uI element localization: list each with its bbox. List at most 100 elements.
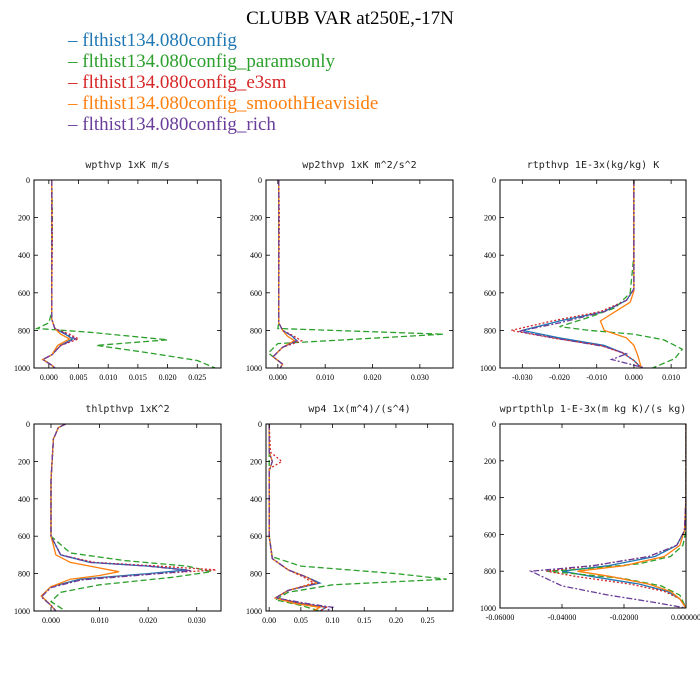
series-line (511, 180, 642, 368)
plot-frame (265, 423, 454, 612)
x-tick-label: 0.020 (159, 373, 177, 382)
series-line (272, 180, 298, 368)
panel: rtpthvp 1E-3x(kg/kg) K 0 200 400 600 800 1000 -… (480, 160, 687, 382)
series-line (546, 424, 686, 608)
series-line (41, 180, 71, 368)
y-tick-label: 800 (484, 567, 496, 576)
x-tick-label: 0.010 (316, 373, 334, 382)
y-tick-label: 600 (18, 289, 30, 298)
legend-entry: – flthist134.080config (68, 30, 378, 51)
series-line (40, 424, 192, 611)
legend-dash: – (68, 30, 83, 51)
panel: wpthvp 1xK m/s 0 200 400 600 800 1000 0.000 0.00… (14, 160, 222, 382)
x-tick-label: 0.20 (389, 616, 403, 625)
y-tick-label: 800 (484, 326, 496, 335)
series-line (528, 424, 686, 608)
panel-title: wprtpthlp 1-E-3x(m kg K)/(s kg) (500, 404, 687, 415)
x-tick-label: 0.030 (188, 616, 206, 625)
x-tick-label: 0.000 (269, 373, 287, 382)
series-line (268, 424, 447, 611)
x-tick-label: 0.000 (42, 616, 60, 625)
y-tick-label: 600 (250, 289, 262, 298)
legend-label: flthist134.080config (82, 30, 237, 51)
y-tick-label: 0 (492, 176, 496, 185)
x-tick-label: -0.010 (586, 373, 607, 382)
y-tick-label: 0 (492, 420, 496, 429)
y-tick-label: 200 (18, 214, 30, 223)
legend-dash: – (68, 51, 83, 72)
y-tick-label: 0 (258, 420, 262, 429)
y-tick-label: 400 (484, 494, 496, 503)
x-tick-label: 0.010 (91, 616, 109, 625)
series-line (34, 180, 216, 368)
series-line (268, 424, 335, 611)
legend-dash: – (68, 93, 83, 114)
y-tick-label: 800 (250, 326, 262, 335)
panel-title: wp4 1x(m^4)/(s^4) (308, 404, 410, 415)
plot-frame (33, 179, 222, 369)
series-line (599, 180, 643, 368)
y-tick-label: 600 (484, 530, 496, 539)
series-line (518, 180, 646, 368)
y-tick-label: 200 (250, 214, 262, 223)
y-tick-label: 200 (484, 214, 496, 223)
figure-title: CLUBB VAR at250E,-17N (246, 8, 454, 29)
series-line (40, 424, 217, 611)
panel: thlpthvp 1xK^2 0 200 400 600 800 1000 0.000 0.01… (14, 404, 222, 625)
y-tick-label: 800 (250, 570, 262, 579)
y-tick-label: 800 (18, 570, 30, 579)
series-line (41, 180, 78, 368)
y-tick-label: 400 (250, 251, 262, 260)
series-line (268, 424, 329, 611)
panel: wprtpthlp 1-E-3x(m kg K)/(s kg) 0 200 400 60… (480, 404, 700, 622)
y-tick-label: 400 (250, 495, 262, 504)
y-tick-label: 400 (484, 251, 496, 260)
legend-label: flthist134.080config_paramsonly (82, 51, 336, 72)
x-tick-label: 0.010 (662, 373, 680, 382)
plot-frame (33, 423, 222, 612)
x-tick-label: 0.000000 (671, 613, 700, 622)
y-tick-label: 1000 (480, 364, 496, 373)
series-line (267, 180, 444, 368)
y-tick-label: 600 (484, 289, 496, 298)
series-line (559, 180, 684, 368)
y-tick-label: 600 (250, 532, 262, 541)
series-line (41, 180, 81, 368)
legend-entry: – flthist134.080config_smoothHeaviside (68, 93, 378, 114)
x-tick-label: 0.10 (326, 616, 340, 625)
x-tick-label: 0.030 (411, 373, 429, 382)
panel: wp2thvp 1xK m^2/s^2 0 200 400 600 800 1000 0.00… (246, 160, 454, 382)
x-tick-label: 0.020 (139, 616, 157, 625)
x-tick-label: 0.15 (357, 616, 371, 625)
y-tick-label: 200 (484, 457, 496, 466)
y-tick-label: 0 (26, 176, 30, 185)
legend-label: flthist134.080config_rich (82, 114, 276, 135)
y-tick-label: 1000 (480, 604, 496, 613)
x-tick-label: -0.06000 (486, 613, 515, 622)
y-tick-label: 200 (250, 457, 262, 466)
series-line (561, 424, 686, 608)
panel-title: thlpthvp 1xK^2 (85, 404, 169, 415)
x-tick-label: 0.000 (40, 373, 58, 382)
panel-title: wp2thvp 1xK m^2/s^2 (302, 160, 416, 171)
x-tick-label: 0.25 (421, 616, 435, 625)
x-tick-label: 0.015 (129, 373, 147, 382)
y-tick-label: 0 (26, 420, 30, 429)
x-tick-label: 0.025 (188, 373, 206, 382)
x-tick-label: 0.00 (262, 616, 276, 625)
x-tick-label: -0.020 (549, 373, 570, 382)
x-tick-label: -0.02000 (610, 613, 639, 622)
panel-title: wpthvp 1xK m/s (85, 160, 169, 171)
y-tick-label: 400 (18, 495, 30, 504)
plot-frame (499, 423, 687, 609)
series-line (577, 424, 686, 608)
series-line (40, 424, 120, 611)
y-tick-label: 1000 (14, 607, 30, 616)
legend-entry: – flthist134.080config_e3sm (68, 72, 378, 93)
legend-dash: – (68, 114, 83, 135)
y-tick-label: 600 (18, 532, 30, 541)
legend-entry: – flthist134.080config_paramsonly (68, 51, 378, 72)
panel-title: rtpthvp 1E-3x(kg/kg) K (527, 160, 659, 171)
